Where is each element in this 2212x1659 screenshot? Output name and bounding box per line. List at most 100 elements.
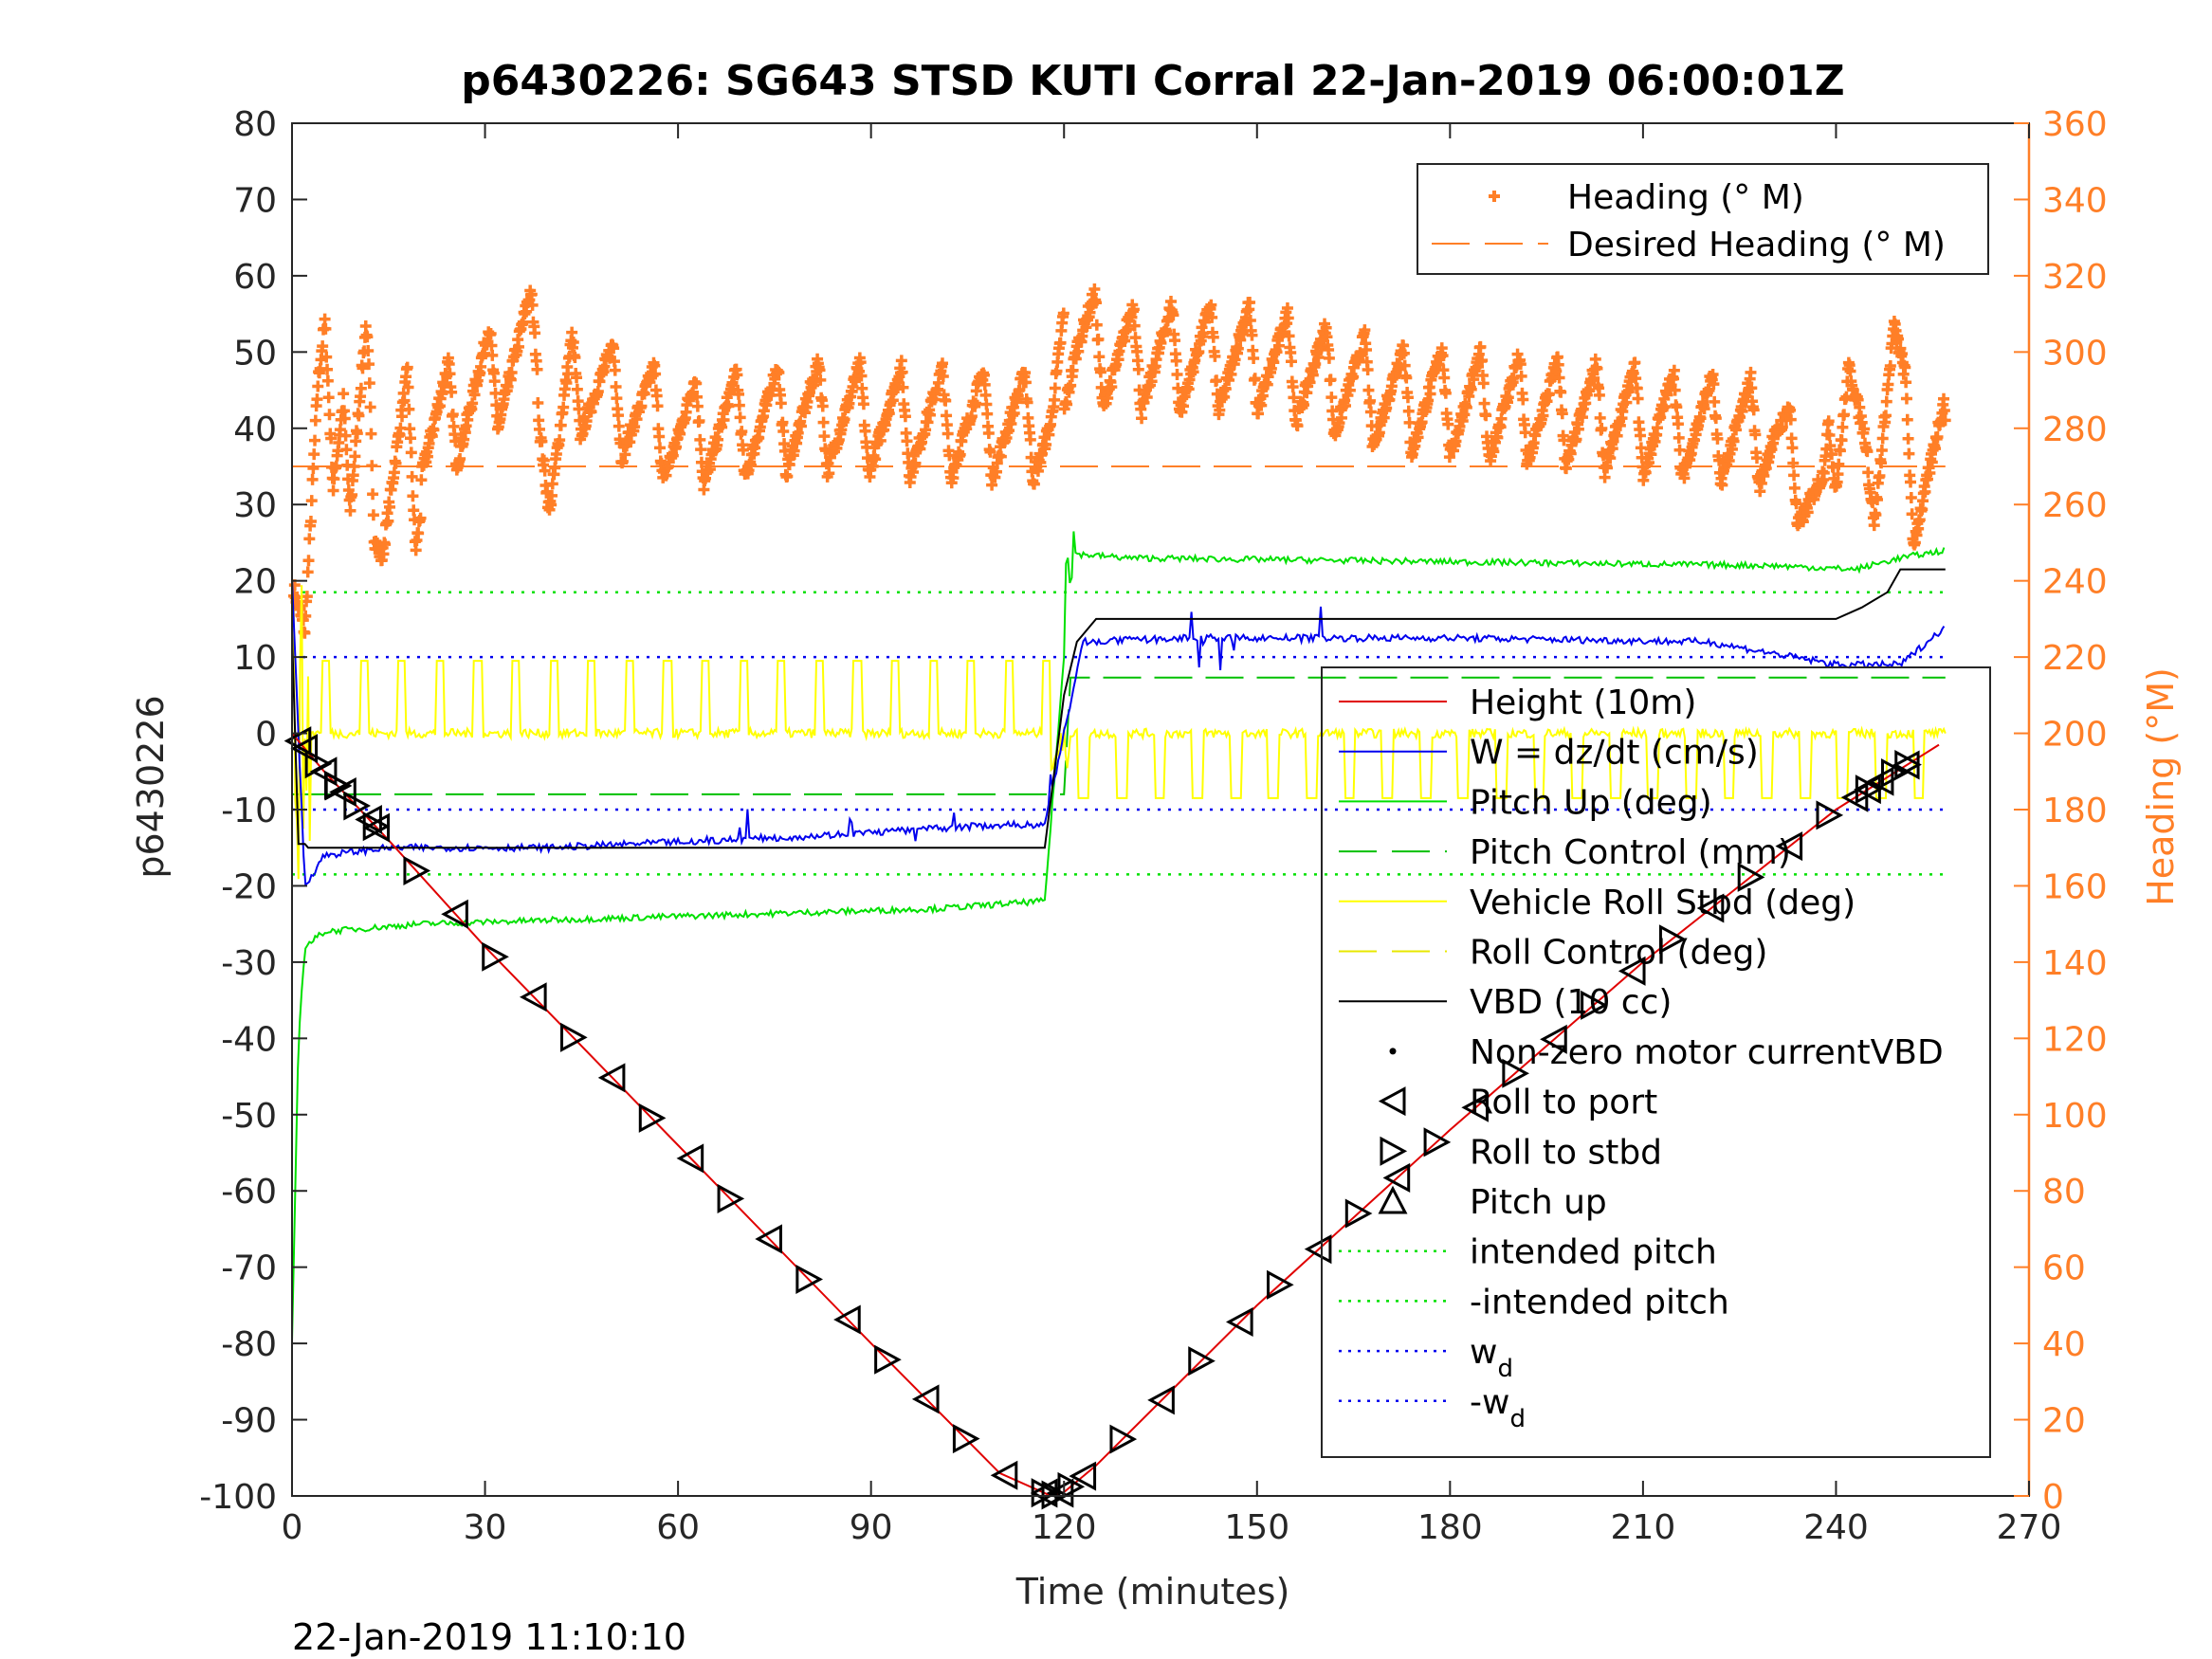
legend-label: Pitch up bbox=[1470, 1183, 1607, 1222]
heading-marker bbox=[1244, 297, 1256, 309]
y-tick-label: -60 bbox=[221, 1173, 277, 1212]
heading-marker bbox=[402, 381, 414, 393]
heading-marker bbox=[348, 460, 360, 472]
heading-marker bbox=[1543, 388, 1555, 400]
roll-to-port-marker bbox=[1892, 750, 1920, 780]
heading-marker bbox=[1755, 477, 1767, 489]
heading-marker bbox=[1246, 329, 1258, 341]
heading-marker bbox=[895, 355, 907, 367]
heading-marker bbox=[1599, 471, 1611, 483]
roll-markers bbox=[283, 726, 1922, 1510]
heading-marker bbox=[899, 410, 911, 423]
heading-marker bbox=[612, 410, 625, 422]
roll-to-stbd-marker bbox=[1658, 924, 1687, 955]
heading-marker bbox=[1028, 478, 1040, 490]
heading-marker bbox=[319, 313, 331, 325]
y-right-tick-label: 220 bbox=[2042, 639, 2108, 678]
roll-to-stbd-marker bbox=[323, 770, 352, 800]
heading-marker bbox=[1476, 355, 1489, 367]
heading-marker bbox=[415, 474, 428, 486]
heading-marker bbox=[311, 393, 323, 406]
heading-marker bbox=[734, 411, 746, 424]
heading-marker bbox=[312, 380, 324, 392]
heading-marker bbox=[404, 432, 416, 445]
roll-to-port-marker bbox=[309, 757, 338, 787]
heading-marker bbox=[1442, 418, 1454, 430]
roll-to-port-marker bbox=[833, 1304, 861, 1335]
heading-marker bbox=[923, 409, 936, 421]
heading-marker bbox=[1900, 376, 1912, 389]
heading-marker bbox=[781, 470, 794, 483]
roll-to-stbd-marker bbox=[1816, 800, 1844, 830]
legend-label-subscript: d bbox=[1497, 1355, 1513, 1383]
heading-marker bbox=[355, 382, 367, 394]
heading-marker bbox=[1861, 446, 1874, 458]
y-right-tick-label: 160 bbox=[2042, 867, 2108, 906]
heading-marker bbox=[814, 364, 826, 376]
x-axis-label: Time (minutes) bbox=[1015, 1571, 1290, 1613]
heading-marker bbox=[304, 515, 317, 527]
roll-to-stbd-marker bbox=[1581, 990, 1608, 1020]
heading-marker bbox=[1668, 364, 1680, 376]
heading-marker bbox=[351, 428, 363, 440]
heading-marker bbox=[1517, 393, 1529, 406]
heading-marker bbox=[980, 398, 993, 410]
heading-markers bbox=[288, 283, 1951, 639]
heading-marker bbox=[1570, 433, 1582, 446]
line-vehicle-roll bbox=[291, 585, 1947, 880]
heading-marker bbox=[653, 442, 666, 454]
heading-marker bbox=[1209, 350, 1221, 362]
heading-marker bbox=[1309, 357, 1322, 370]
heading-marker bbox=[444, 368, 456, 380]
heading-marker bbox=[1171, 369, 1183, 381]
heading-marker bbox=[1508, 372, 1520, 384]
heading-marker bbox=[941, 428, 954, 440]
heading-marker bbox=[609, 364, 621, 376]
heading-marker bbox=[1025, 451, 1037, 464]
heading-marker bbox=[1572, 423, 1584, 435]
heading-marker bbox=[1892, 333, 1904, 345]
heading-marker bbox=[1439, 387, 1452, 399]
heading-marker bbox=[649, 368, 662, 380]
heading-marker bbox=[1832, 468, 1844, 481]
heading-marker bbox=[338, 412, 351, 425]
heading-marker bbox=[1088, 283, 1101, 295]
heading-marker bbox=[1255, 399, 1268, 411]
roll-to-stbd-marker bbox=[1737, 862, 1765, 892]
y-tick-label: 60 bbox=[233, 258, 277, 297]
legend-label: Vehicle Roll Stbd (deg) bbox=[1470, 884, 1856, 922]
heading-marker bbox=[1206, 311, 1218, 323]
heading-marker bbox=[1283, 330, 1295, 342]
x-tick-label: 150 bbox=[1224, 1508, 1289, 1547]
heading-marker bbox=[1749, 428, 1762, 441]
heading-marker bbox=[571, 372, 583, 384]
heading-marker bbox=[406, 470, 418, 483]
heading-marker bbox=[1248, 353, 1260, 365]
heading-marker bbox=[1024, 433, 1036, 446]
heading-marker bbox=[325, 432, 338, 445]
chart-title: p6430226: SG643 STSD KUTI Corral 22-Jan-… bbox=[461, 57, 1844, 105]
legend-symbol-pitch-up bbox=[1378, 1185, 1408, 1214]
heading-marker bbox=[1837, 409, 1850, 421]
heading-marker bbox=[428, 424, 440, 436]
heading-marker bbox=[1094, 366, 1106, 378]
legend-label: Roll to port bbox=[1470, 1084, 1657, 1122]
legend-label: intended pitch bbox=[1470, 1233, 1717, 1272]
heading-marker bbox=[777, 426, 790, 438]
heading-marker bbox=[1219, 383, 1232, 395]
heading-marker bbox=[1272, 339, 1285, 352]
heading-marker bbox=[1323, 352, 1335, 364]
heading-marker bbox=[303, 533, 316, 545]
heading-marker bbox=[1709, 412, 1722, 425]
heading-marker bbox=[1325, 374, 1337, 386]
heading-marker bbox=[320, 322, 332, 335]
legend-desired-heading-label: Desired Heading (° M) bbox=[1567, 226, 1946, 264]
heading-marker bbox=[651, 400, 664, 412]
y-right-tick-label: 0 bbox=[2042, 1478, 2064, 1517]
legend-label: Height (10m) bbox=[1470, 684, 1696, 722]
roll-to-stbd-marker bbox=[403, 855, 431, 885]
heading-marker bbox=[1709, 395, 1721, 408]
legend-label: -intended pitch bbox=[1470, 1283, 1729, 1322]
heading-marker bbox=[1401, 392, 1414, 404]
y-right-tick-label: 100 bbox=[2042, 1097, 2108, 1136]
